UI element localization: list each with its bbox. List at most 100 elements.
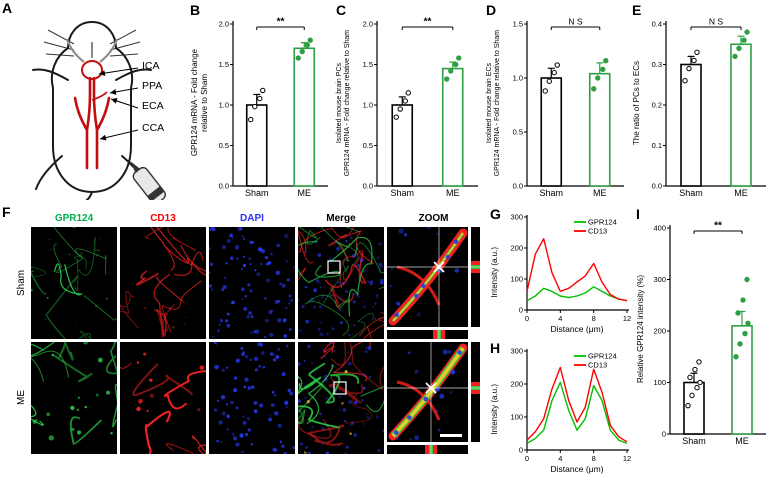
column-header-gpr124: GPR124	[54, 213, 94, 224]
svg-text:0.5: 0.5	[362, 141, 372, 150]
panel-d: D Isolated mouse brain ECs GPR124 mRNA -…	[486, 2, 630, 200]
micrograph-grid: GPR124 CD13 DAPI Merge ZOOM Sham ME	[15, 210, 480, 454]
panel-a-label: A	[2, 0, 13, 16]
panel-e-label: E	[632, 2, 642, 18]
panel-b-chart: 0.0 0.5 1.0 1.5 2.0 Sham ME **	[209, 6, 334, 200]
svg-text:0.4: 0.4	[651, 20, 661, 29]
svg-text:200: 200	[510, 244, 523, 253]
panel-c-chart: 0.0 0.5 1.0 1.5 2.0 Sham ME **	[353, 6, 484, 200]
cca-arrow	[99, 129, 139, 141]
panel-h-ylabel: Intensity (a.u.)	[490, 383, 499, 435]
svg-text:1.0: 1.0	[362, 101, 372, 110]
cerebral-arteries-gray	[66, 38, 118, 63]
svg-text:0: 0	[525, 314, 529, 323]
panel-a: A ICA PPA ECA CCA	[2, 0, 190, 202]
svg-text:4: 4	[558, 314, 562, 323]
svg-text:CD13: CD13	[588, 227, 607, 236]
svg-text:100: 100	[510, 275, 523, 284]
panel-i-chart: 0 100 200 300 400 Sham ME **	[646, 210, 772, 448]
panel-d-ylabel: Isolated mouse brain ECs GPR124 mRNA - F…	[486, 29, 502, 177]
panel-f-label: F	[2, 204, 11, 220]
micrograph-me-merge	[298, 342, 384, 454]
micrograph-sham-gpr124	[31, 227, 117, 339]
panel-e: E The ratio of PCs to ECs 0.0 0.1 0.2 0.3 0.…	[632, 2, 772, 200]
svg-text:Sham: Sham	[245, 188, 269, 198]
anatomy-label-cca: CCA	[142, 122, 165, 134]
panel-d-label: D	[486, 2, 497, 18]
carotid-artery-tree	[73, 76, 111, 170]
micrograph-me-zoom	[387, 342, 480, 454]
svg-text:0.0: 0.0	[362, 182, 372, 191]
svg-text:**: **	[277, 17, 285, 28]
svg-text:Sham: Sham	[682, 436, 706, 446]
svg-text:**: **	[714, 221, 722, 232]
panel-g-chart: 0 100 200 300 0 4 8 12 GPR124 CD13 Distance (μm)	[500, 210, 632, 335]
svg-text:**: **	[423, 17, 431, 28]
svg-text:Sham: Sham	[390, 188, 414, 198]
svg-text:2.0: 2.0	[219, 20, 229, 29]
svg-text:8: 8	[591, 454, 595, 463]
svg-text:1.5: 1.5	[512, 20, 522, 29]
svg-text:GPR124: GPR124	[588, 352, 617, 361]
panel-b-ylabel: GPR124 mRNA - Fold change relative to Sh…	[190, 49, 209, 157]
svg-text:N S: N S	[568, 17, 583, 27]
svg-text:0.5: 0.5	[512, 128, 522, 137]
eca-arrow	[110, 98, 139, 109]
column-header-cd13: CD13	[150, 213, 176, 224]
svg-text:0.0: 0.0	[512, 182, 522, 191]
zoom-orthogonal-bottom	[387, 445, 468, 454]
svg-text:300: 300	[653, 275, 666, 284]
zoom-main-image	[387, 342, 468, 442]
ppa-arrow	[109, 87, 139, 95]
svg-text:Distance (μm): Distance (μm)	[550, 464, 603, 474]
panel-c-label: C	[336, 2, 347, 18]
panel-b: B GPR124 mRNA - Fold change relative to …	[190, 2, 334, 200]
mouse-anatomy-diagram	[32, 20, 166, 200]
zoom-orthogonal-right	[471, 227, 480, 327]
grid-corner	[15, 210, 28, 224]
svg-text:200: 200	[510, 380, 523, 389]
panel-h: H Intensity (a.u.) 0 100 200 300 0 4 8 12 GPR124…	[490, 340, 632, 474]
panel-c: C Isolated mouse brain PCs GPR124 mRNA -…	[336, 2, 484, 200]
svg-text:N S: N S	[709, 17, 724, 27]
zoom-orthogonal-right	[471, 342, 480, 442]
panel-f: F GPR124 CD13 DAPI Merge ZOOM Sham ME	[2, 204, 484, 478]
svg-text:100: 100	[653, 378, 666, 387]
svg-text:0: 0	[525, 454, 529, 463]
svg-text:100: 100	[510, 413, 523, 422]
svg-text:1.0: 1.0	[512, 74, 522, 83]
panel-b-label: B	[190, 2, 201, 18]
ica-arrow	[98, 67, 139, 77]
mouse-limbs	[32, 68, 152, 200]
anatomy-label-eca: ECA	[142, 100, 164, 112]
micrograph-sham-cd13	[120, 227, 206, 339]
svg-text:4: 4	[558, 454, 562, 463]
anatomy-label-ppa: PPA	[142, 80, 163, 92]
column-header-merge: Merge	[326, 213, 356, 224]
svg-text:ME: ME	[593, 188, 607, 198]
panel-g-label: G	[490, 206, 501, 222]
micrograph-sham-merge	[298, 227, 384, 339]
svg-text:CD13: CD13	[588, 361, 607, 370]
panel-i-label: I	[636, 206, 640, 222]
panel-c-ylabel: Isolated mouse brain PCs GPR124 mRNA - F…	[336, 29, 352, 177]
micrograph-sham-dapi	[209, 227, 295, 339]
svg-text:8: 8	[591, 314, 595, 323]
anatomy-label-ica: ICA	[142, 60, 160, 72]
zoom-main-image	[387, 227, 468, 327]
micrograph-sham-zoom	[387, 227, 480, 339]
svg-text:400: 400	[653, 224, 666, 233]
svg-text:Sham: Sham	[679, 188, 703, 198]
svg-text:0.1: 0.1	[651, 141, 661, 150]
svg-text:Distance (μm): Distance (μm)	[550, 324, 603, 334]
surgical-probe	[130, 161, 166, 200]
panel-d-chart: 0.0 0.5 1.0 1.5 Sham ME N S	[503, 6, 630, 200]
panel-e-ylabel: The ratio of PCs to ECs	[632, 60, 641, 146]
ppa-branch	[91, 91, 108, 101]
svg-text:1.0: 1.0	[219, 101, 229, 110]
svg-text:300: 300	[510, 213, 523, 222]
row-label-sham: Sham	[16, 269, 27, 297]
column-header-zoom: ZOOM	[418, 213, 449, 224]
svg-text:1.5: 1.5	[219, 60, 229, 69]
